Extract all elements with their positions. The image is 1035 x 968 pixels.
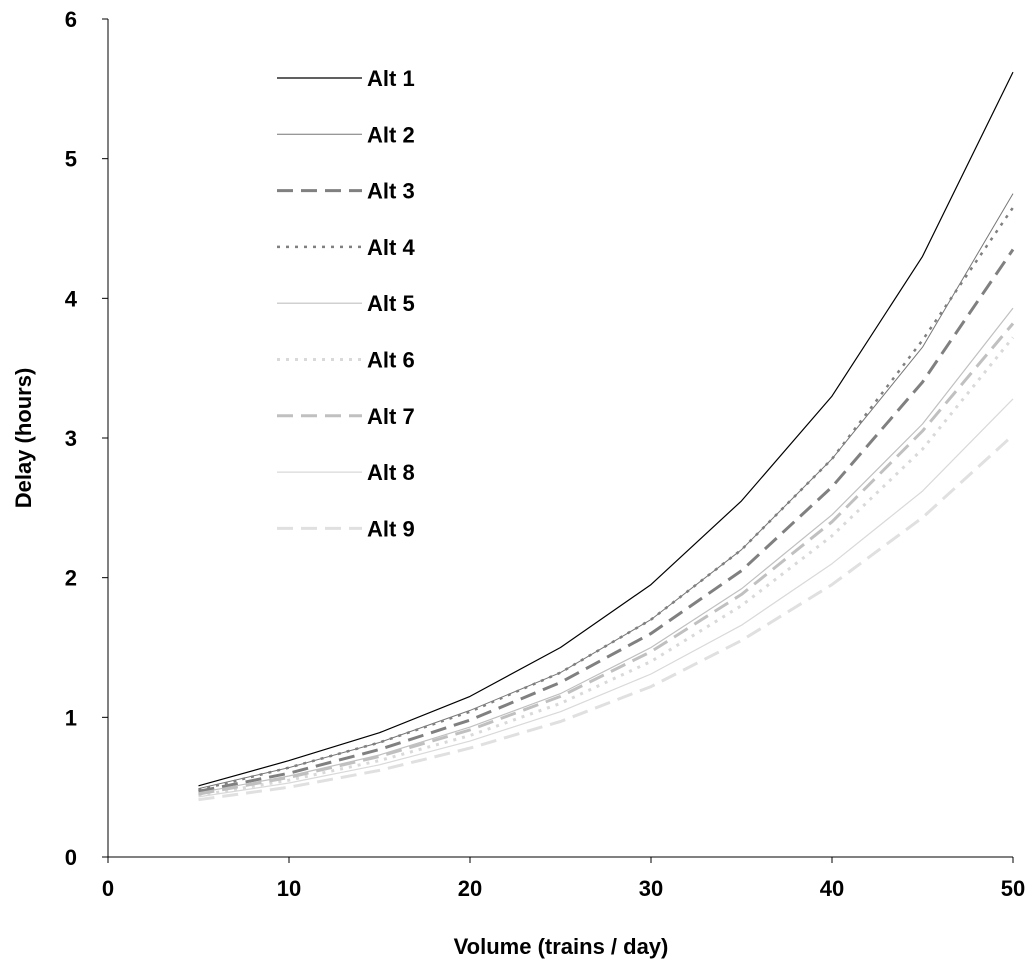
y-axis-title: Delay (hours): [11, 368, 36, 509]
y-tick-label: 3: [65, 426, 77, 451]
legend-label-alt-6: Alt 6: [367, 348, 415, 373]
x-tick-label: 30: [639, 876, 663, 901]
legend-label-alt-3: Alt 3: [367, 179, 415, 204]
series-line-alt-2: [198, 193, 1014, 790]
y-tick-label: 1: [65, 705, 77, 730]
legend-label-alt-2: Alt 2: [367, 122, 415, 147]
legend: Alt 1 Alt 2 Alt 3 Alt 4 Alt 5 Alt 6 Alt 7 Alt 8…: [277, 66, 415, 541]
series-line-alt-9: [198, 434, 1015, 802]
series-layer: [198, 71, 1015, 802]
series-line-alt-5: [198, 307, 1014, 794]
x-axis-title: Volume (trains / day): [454, 934, 669, 959]
series-line-alt-8: [198, 398, 1014, 798]
legend-label-alt-1: Alt 1: [367, 66, 415, 91]
x-tick-label: 0: [102, 876, 114, 901]
y-tick-label: 2: [65, 566, 77, 591]
series-line-alt-4: [198, 206, 1015, 792]
legend-label-alt-4: Alt 4: [367, 235, 415, 260]
x-tick-label: 50: [1001, 876, 1025, 901]
series-line-alt-7: [198, 322, 1015, 796]
y-tick-label: 0: [65, 845, 77, 870]
y-tick-label: 5: [65, 147, 77, 172]
x-tick-label: 20: [458, 876, 482, 901]
legend-label-alt-5: Alt 5: [367, 291, 415, 316]
series-line-alt-6: [198, 336, 1015, 797]
series-line-alt-3: [198, 248, 1015, 793]
legend-label-alt-8: Alt 8: [367, 460, 415, 485]
series-line-alt-1: [198, 71, 1014, 787]
x-tick-label: 10: [277, 876, 301, 901]
y-tick-label: 4: [65, 286, 78, 311]
legend-label-alt-7: Alt 7: [367, 404, 415, 429]
x-tick-label: 40: [820, 876, 844, 901]
legend-label-alt-9: Alt 9: [367, 516, 415, 541]
axes: 0 1 2 3 4 5 6 0 10 20 30 40 50: [65, 7, 1025, 901]
y-tick-label: 6: [65, 7, 77, 32]
